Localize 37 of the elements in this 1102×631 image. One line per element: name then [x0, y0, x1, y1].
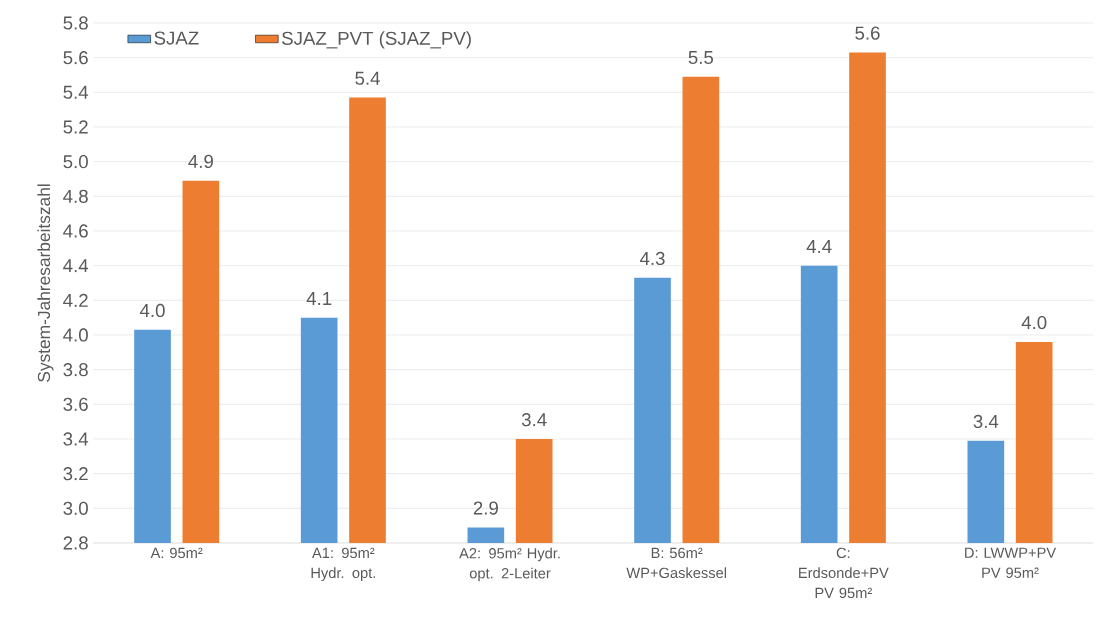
data-label: 5.5 [688, 51, 714, 65]
y-tick-label: 4.0 [63, 328, 88, 342]
x-tick-label: B: 56m² WP+Gaskessel [626, 547, 727, 579]
legend-label: SJAZ [154, 31, 199, 45]
x-tick-label: A: 95m² [150, 547, 203, 559]
x-tick-label: A1: 95m² Hydr. opt. [311, 547, 375, 581]
y-tick-label: 5.6 [63, 51, 88, 65]
y-tick-label: 3.8 [63, 363, 88, 377]
x-tick-label: C: Erdsonde+PV PV 95m² [799, 547, 889, 599]
data-label: 4.0 [139, 303, 165, 318]
x-tick-label: D: LWWP+PV PV 95m² [965, 547, 1057, 578]
y-tick-label: 3.4 [63, 432, 89, 446]
data-label: 3.4 [521, 413, 547, 427]
y-tick-label: 4.8 [63, 189, 88, 203]
y-tick-label: 3.6 [63, 397, 88, 411]
data-label: 4.1 [306, 292, 332, 305]
y-tick-label: 5.0 [63, 155, 88, 169]
y-tick-label: 4.6 [63, 224, 88, 238]
x-tick-label: A2: 95m² Hydr. opt. 2-Leiter [459, 547, 560, 582]
y-tick-label: 5.2 [63, 120, 88, 134]
data-label: 5.6 [855, 26, 880, 40]
y-tick-label: 5.4 [63, 85, 89, 99]
data-label: 4.4 [806, 240, 832, 253]
data-label: 2.9 [473, 501, 498, 515]
y-tick-label: 4.2 [63, 293, 88, 307]
y-tick-label: 4.4 [63, 259, 89, 273]
legend-label: SJAZ_PVT (SJAZ_PV) [282, 31, 471, 49]
data-label: 4.3 [639, 251, 665, 266]
y-tick-label: 3.2 [63, 467, 88, 481]
y-tick-label: 5.8 [63, 16, 88, 30]
y-tick-label: 3.0 [63, 501, 88, 515]
data-label: 5.4 [355, 71, 380, 85]
y-axis-title: System-Jahresarbeitszahl [37, 184, 54, 382]
data-label: 4.9 [188, 154, 213, 169]
data-label: 3.4 [973, 414, 999, 429]
y-tick-label: 2.8 [63, 536, 88, 550]
data-label: 4.0 [1021, 315, 1047, 330]
